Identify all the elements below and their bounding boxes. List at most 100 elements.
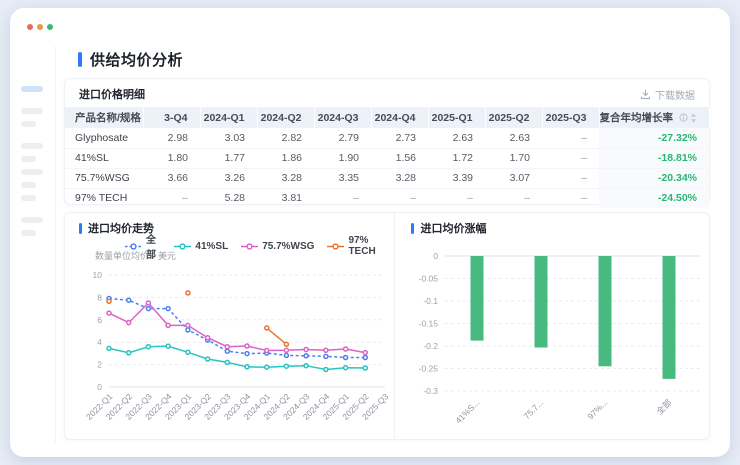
price-cell: –	[353, 192, 359, 205]
price-trend-panel: 进口均价走势 全部 41%SL 75.7%WSG 97% TECH 数量单位均价…	[65, 213, 394, 439]
page-title: 供给均价分析	[90, 52, 184, 69]
price-cell: 2.79	[314, 128, 371, 149]
info-icon	[679, 113, 688, 122]
price-cell: 1.72	[428, 148, 485, 169]
price-cell: 2.98	[143, 128, 200, 149]
price-cell: 3.66	[143, 168, 200, 189]
price-cell: 3.03	[200, 128, 257, 149]
column-header: 2025-Q1	[428, 107, 486, 128]
line-chart-title: 进口均价走势	[88, 223, 154, 235]
sidebar-item[interactable]	[21, 230, 36, 236]
sidebar	[10, 46, 56, 443]
legend-label: 41%SL	[195, 240, 229, 252]
column-header: 2024-Q1	[200, 107, 258, 128]
price-cell: –	[542, 128, 599, 149]
price-cell: 3.39	[428, 168, 485, 189]
sidebar-item[interactable]	[21, 121, 36, 127]
price-cell: 3.81	[281, 192, 302, 205]
sidebar-item[interactable]	[21, 143, 43, 149]
price-cell: –	[467, 192, 473, 205]
sidebar-item[interactable]	[21, 156, 36, 162]
minimize-window-button[interactable]	[37, 24, 43, 30]
table-row: 75.7%WSG 3.66 3.26 3.28 3.35 3.28 3.39 3.07– -20…	[65, 168, 709, 189]
price-cell: 1.77	[200, 148, 257, 169]
line-chart[interactable]: 02468102022-Q12022-Q22022-Q32022-Q42023-…	[67, 257, 393, 437]
svg-text:-0.05: -0.05	[419, 274, 439, 284]
svg-text:41%S...: 41%S...	[454, 397, 482, 425]
svg-text:8: 8	[97, 292, 102, 302]
legend-item[interactable]: 75.7%WSG	[241, 241, 314, 252]
column-header-cagr-sortable[interactable]: 复合年均增长率	[599, 107, 710, 128]
price-cell: 3.28	[257, 168, 314, 189]
close-window-button[interactable]	[27, 24, 33, 30]
svg-text:0: 0	[97, 382, 102, 392]
price-cell: 1.86	[257, 148, 314, 169]
sidebar-item[interactable]	[21, 182, 36, 188]
table-card-title: 进口价格明细	[79, 89, 145, 101]
chart-legend: 全部 41%SL 75.7%WSG 97% TECH	[125, 231, 390, 261]
table-row: Glyphosate 2.98 3.03 2.82 2.79 2.73 2.63 2.63– -…	[65, 128, 709, 149]
download-icon	[641, 89, 650, 99]
cagr-cell: -27.32%	[599, 128, 709, 149]
table-body: Glyphosate 2.98 3.03 2.82 2.79 2.73 2.63 2.63– -…	[65, 128, 709, 208]
price-cell: 1.80	[143, 148, 200, 169]
table-row: 41%SL 1.80 1.77 1.86 1.90 1.56 1.72 1.70– -18.81…	[65, 148, 709, 169]
price-cell: –	[542, 168, 599, 189]
legend-marker	[327, 242, 345, 250]
panel-accent-bar	[411, 222, 415, 234]
product-name-cell: 41%SL	[65, 148, 143, 169]
bar-chart-title: 进口均价涨幅	[420, 223, 487, 235]
price-cell: –	[410, 192, 416, 205]
bar-chart[interactable]: 0 -0.05 -0.1 -0.15 -0.2 -0.25 -0.3 41%S... 75.7.…	[395, 241, 710, 437]
price-cell: –	[542, 148, 599, 169]
price-cell: –	[524, 192, 530, 205]
app-window: 供给均价分析 进口价格明细 下载数据 产品名称/规格 3-Q4	[10, 8, 730, 457]
legend-item[interactable]: 全部	[125, 231, 161, 261]
svg-text:-0.1: -0.1	[424, 296, 439, 306]
svg-text:-0.2: -0.2	[424, 341, 439, 351]
column-header: 2025-Q2	[485, 107, 543, 128]
price-cell: 2.82	[257, 128, 314, 149]
price-cell: 3.07	[485, 168, 542, 189]
legend-label: 全部	[146, 235, 156, 261]
svg-text:97%...: 97%...	[586, 397, 610, 421]
legend-label: 75.7%WSG	[262, 240, 315, 252]
table-row: 97% TECH –5.28 3.81– – – – – -24.50%	[65, 188, 709, 208]
svg-text:-0.3: -0.3	[424, 386, 439, 396]
price-cell: –	[182, 192, 188, 205]
legend-label: 97% TECH	[348, 235, 376, 257]
column-header: 2025-Q3	[542, 107, 600, 128]
download-data-button[interactable]: 下载数据	[640, 87, 695, 102]
price-cell: 2.73	[371, 128, 428, 149]
sidebar-item[interactable]	[21, 169, 43, 175]
sidebar-item[interactable]	[21, 108, 43, 114]
price-cell: 3.26	[200, 168, 257, 189]
svg-text:-0.25: -0.25	[419, 364, 439, 374]
legend-marker	[241, 242, 259, 250]
window-controls	[27, 24, 53, 30]
price-cell: 3.28	[371, 168, 428, 189]
legend-item[interactable]: 41%SL	[174, 241, 228, 252]
price-cell: –	[581, 192, 587, 205]
panel-accent-bar	[79, 222, 82, 234]
legend-marker	[125, 242, 142, 250]
sidebar-item[interactable]	[21, 195, 36, 201]
svg-text:75.7...: 75.7...	[522, 397, 546, 421]
maximize-window-button[interactable]	[47, 24, 53, 30]
price-cell: 2.63	[428, 128, 485, 149]
sidebar-item[interactable]	[21, 217, 43, 223]
sidebar-item-active[interactable]	[21, 86, 43, 92]
price-cell: 1.90	[314, 148, 371, 169]
column-header: 2024-Q2	[257, 107, 315, 128]
product-name-cell: 75.7%WSG	[65, 168, 143, 189]
import-price-table-card: 进口价格明细 下载数据 产品名称/规格 3-Q4 2024-Q1 2024-Q2	[64, 78, 710, 208]
svg-text:6: 6	[97, 315, 102, 325]
svg-text:4: 4	[97, 337, 102, 347]
column-header: 2024-Q4	[371, 107, 429, 128]
legend-item[interactable]: 97% TECH	[327, 235, 390, 257]
import-price-table: 产品名称/规格 3-Q4 2024-Q1 2024-Q2 2024-Q3 202…	[65, 107, 710, 208]
price-cell: 1.70	[485, 148, 542, 169]
cagr-cell: -20.34%	[599, 168, 709, 189]
svg-text:10: 10	[93, 270, 103, 280]
table-header-row: 产品名称/规格 3-Q4 2024-Q1 2024-Q2 2024-Q3 202…	[65, 107, 710, 128]
